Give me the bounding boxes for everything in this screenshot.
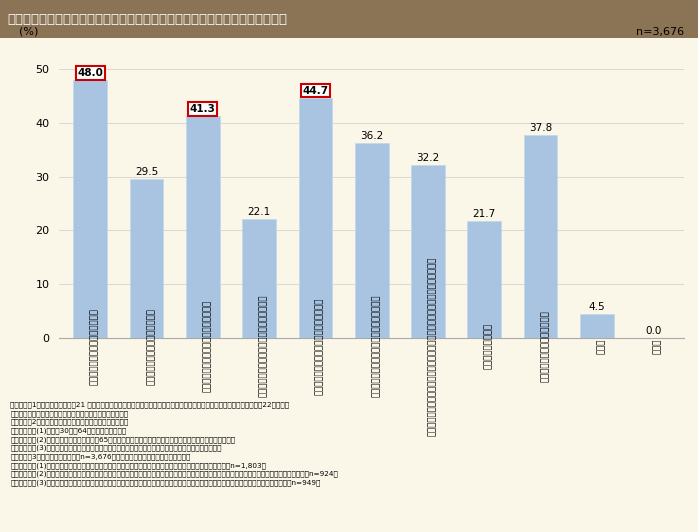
Text: 配食サービスの拡大: 配食サービスの拡大 xyxy=(484,323,493,369)
Text: その他: その他 xyxy=(597,338,606,354)
Bar xyxy=(524,135,558,338)
Bar xyxy=(186,116,220,338)
Text: 29.5: 29.5 xyxy=(135,167,158,177)
Text: 状況に応じて、テイサービスからショートステイに移行できるサービスの拡大: 状況に応じて、テイサービスからショートステイに移行できるサービスの拡大 xyxy=(428,256,437,436)
Text: 介護関連施設のサービスの拡大: 介護関連施設のサービスの拡大 xyxy=(540,310,549,382)
Text: 介護に関する情報の普及及び発発: 介護に関する情報の普及及び発発 xyxy=(90,308,99,385)
Text: 第１－３－９図　仕事と介護の両立促進のために必要な地域や社会による支援: 第１－３－９図 仕事と介護の両立促進のために必要な地域や社会による支援 xyxy=(7,13,287,26)
Bar xyxy=(411,165,445,338)
Text: 32.2: 32.2 xyxy=(416,153,440,163)
Text: 22.1: 22.1 xyxy=(248,207,271,217)
Text: 無回答: 無回答 xyxy=(653,338,662,354)
Text: 介護者がお互いに交流できる場の提供・情報: 介護者がお互いに交流できる場の提供・情報 xyxy=(259,295,268,397)
Bar xyxy=(355,144,389,338)
Text: n=3,676: n=3,676 xyxy=(636,27,684,37)
Text: 介護に関する技術的な相談の充実: 介護に関する技術的な相談の充実 xyxy=(147,308,156,385)
Text: 精神面での負担軽減のための相談の充実: 精神面での負担軽減のための相談の充実 xyxy=(203,300,212,393)
Text: 4.5: 4.5 xyxy=(588,302,605,312)
Bar xyxy=(299,98,332,338)
Bar xyxy=(468,221,501,338)
Text: 0.0: 0.0 xyxy=(645,326,661,336)
Text: 21.7: 21.7 xyxy=(473,209,496,219)
Text: （備考）　1．厚生労働省「平成21 年度厚生労働省委託事業　仕事と介護の両立に関する実態把握のための調査研究」（平成22年３月）
　　　　　　（みずほ情報総研株: （備考） 1．厚生労働省「平成21 年度厚生労働省委託事業 仕事と介護の両立に関… xyxy=(10,402,339,486)
Text: 36.2: 36.2 xyxy=(360,131,383,142)
Bar xyxy=(73,80,107,338)
Text: 37.8: 37.8 xyxy=(529,123,552,133)
Text: 緊急時に対応できるショートステイの拡大: 緊急時に対応できるショートステイの拡大 xyxy=(315,297,325,395)
Bar xyxy=(580,314,614,338)
Bar xyxy=(242,219,276,338)
Text: 早朝や夜間も対応できるデイサービスの拡大: 早朝や夜間も対応できるデイサービスの拡大 xyxy=(371,295,380,397)
Text: (%): (%) xyxy=(19,27,38,37)
Text: 44.7: 44.7 xyxy=(302,86,329,96)
Bar xyxy=(130,179,163,338)
Text: 41.3: 41.3 xyxy=(190,104,216,114)
Text: 48.0: 48.0 xyxy=(77,68,103,78)
